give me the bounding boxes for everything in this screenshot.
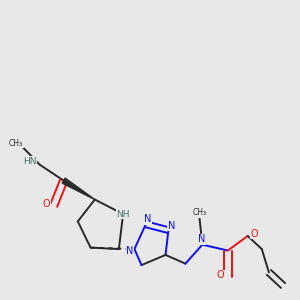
- Text: CH₃: CH₃: [193, 208, 207, 217]
- Polygon shape: [62, 178, 95, 200]
- Text: N: N: [198, 235, 206, 244]
- Text: N: N: [167, 221, 175, 231]
- Text: N: N: [144, 214, 152, 224]
- Text: O: O: [250, 229, 258, 238]
- Text: O: O: [217, 270, 225, 280]
- Text: NH: NH: [116, 210, 130, 219]
- Text: CH₃: CH₃: [9, 139, 23, 148]
- Text: O: O: [43, 199, 50, 209]
- Text: N: N: [127, 245, 134, 256]
- Text: HN: HN: [23, 157, 36, 166]
